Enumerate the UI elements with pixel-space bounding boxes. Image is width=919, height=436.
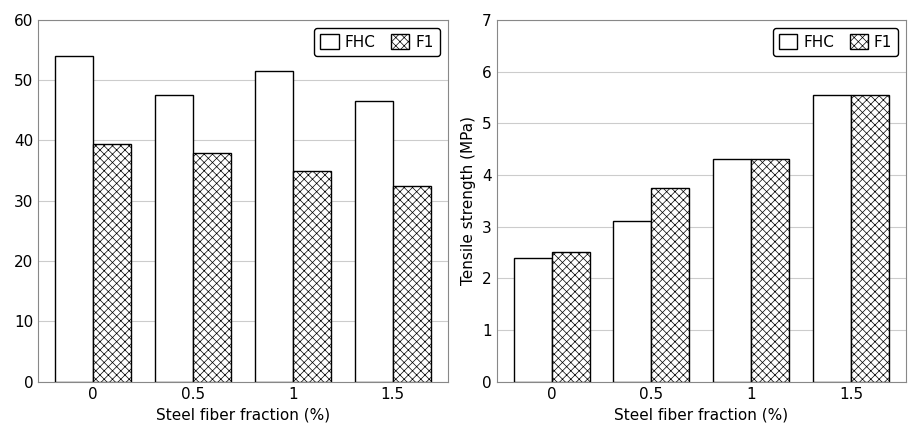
Legend: FHC, F1: FHC, F1 bbox=[772, 27, 898, 56]
Legend: FHC, F1: FHC, F1 bbox=[314, 27, 439, 56]
Bar bbox=[751, 160, 789, 382]
Bar bbox=[812, 95, 850, 382]
Bar bbox=[712, 160, 751, 382]
X-axis label: Steel fiber fraction (%): Steel fiber fraction (%) bbox=[614, 407, 788, 422]
Bar bbox=[154, 95, 193, 382]
Bar bbox=[55, 56, 93, 382]
X-axis label: Steel fiber fraction (%): Steel fiber fraction (%) bbox=[155, 407, 330, 422]
Bar bbox=[613, 221, 651, 382]
Bar bbox=[193, 153, 231, 382]
Y-axis label: Tensile strength (MPa): Tensile strength (MPa) bbox=[461, 116, 476, 285]
Bar bbox=[292, 170, 331, 382]
Bar bbox=[93, 143, 130, 382]
Bar bbox=[513, 258, 551, 382]
Bar bbox=[551, 252, 589, 382]
Bar bbox=[255, 71, 292, 381]
Bar bbox=[355, 101, 392, 382]
Bar bbox=[392, 186, 430, 382]
Bar bbox=[850, 95, 888, 382]
Bar bbox=[651, 188, 688, 382]
